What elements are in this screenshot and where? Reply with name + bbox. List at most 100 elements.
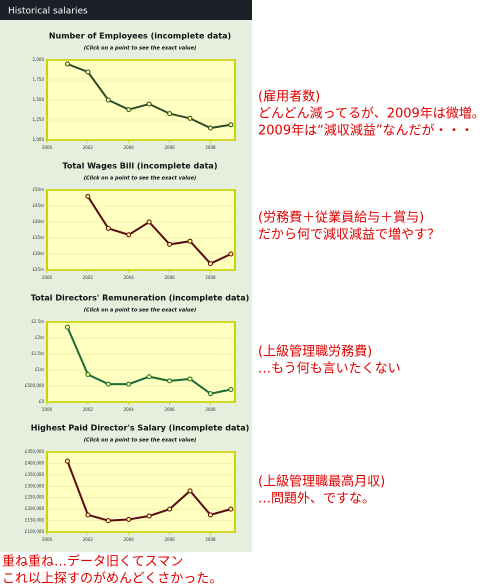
y-tick-label: £2m xyxy=(35,335,44,340)
header-bar xyxy=(0,0,252,20)
footer-note: 重ね重ね…データ旧くてスマン xyxy=(2,554,183,570)
annotation: …問題外、ですな。 xyxy=(258,492,375,507)
y-tick-label: 2,000 xyxy=(33,57,45,62)
annotation: 2009年は“減収減益”なんだが・・・ xyxy=(258,123,474,139)
chart-title: Number of Employees (incomplete data) xyxy=(49,32,231,41)
y-tick-label: £2.5m xyxy=(31,319,44,324)
y-tick-label: 1,500 xyxy=(33,97,45,102)
chart-subtitle: (Click on a point to see the exact value… xyxy=(84,438,197,444)
x-tick-label: 2002 xyxy=(83,407,94,412)
plot-area xyxy=(46,451,236,533)
point xyxy=(105,225,111,231)
point xyxy=(207,261,213,267)
annotation: どんどん減ってるが、2009年は微増。 xyxy=(258,106,485,122)
point xyxy=(146,219,152,225)
x-tick-label: 2000 xyxy=(42,275,53,280)
x-tick-label: 2000 xyxy=(42,145,53,150)
point xyxy=(64,458,70,464)
x-tick-label: 2008 xyxy=(205,407,216,412)
y-tick-label: £30m xyxy=(32,251,44,256)
line xyxy=(87,195,232,265)
point xyxy=(228,122,234,128)
y-tick-label: £250,000 xyxy=(25,495,45,500)
y-tick-label: £40m xyxy=(32,219,44,224)
point xyxy=(167,241,173,247)
point xyxy=(146,374,152,380)
x-tick-label: 2000 xyxy=(42,537,53,542)
y-tick-label: £45m xyxy=(32,203,44,208)
y-tick-label: 1,000 xyxy=(33,137,45,142)
point xyxy=(207,391,213,397)
y-tick-label: £50m xyxy=(32,187,44,192)
point xyxy=(105,518,111,524)
point xyxy=(105,97,111,103)
y-tick-label: 1,750 xyxy=(33,77,45,82)
y-tick-label: £500,000 xyxy=(25,383,45,388)
point xyxy=(207,512,213,518)
point xyxy=(167,378,173,384)
y-tick-label: 1,250 xyxy=(33,117,45,122)
footer-note: これ以上探すのがめんどくさかった。 xyxy=(2,572,222,587)
annotation: (雇用者数) xyxy=(258,89,320,105)
point xyxy=(126,232,132,238)
point xyxy=(167,111,173,117)
point xyxy=(228,387,234,393)
point xyxy=(187,376,193,382)
annotation: だから何で減収減益で増やす？ xyxy=(258,227,440,243)
point xyxy=(146,101,152,107)
point xyxy=(64,324,70,330)
annotation: (上級管理職労務費) xyxy=(258,345,372,360)
y-tick-label: £100,000 xyxy=(25,529,45,534)
x-tick-label: 2002 xyxy=(83,275,94,280)
x-tick-label: 2002 xyxy=(83,145,94,150)
chart-subtitle: (Click on a point to see the exact value… xyxy=(84,46,197,52)
point xyxy=(126,516,132,522)
x-tick-label: 2006 xyxy=(165,275,176,280)
chart-subtitle: (Click on a point to see the exact value… xyxy=(84,176,197,182)
point xyxy=(146,513,152,519)
x-tick-label: 2008 xyxy=(205,275,216,280)
point xyxy=(187,238,193,244)
point xyxy=(207,125,213,131)
y-tick-label: £200,000 xyxy=(25,506,45,511)
point xyxy=(85,193,91,199)
point xyxy=(105,381,111,387)
annotation: …もう何も言いたくない xyxy=(258,361,401,377)
y-tick-label: £400,000 xyxy=(25,460,45,465)
x-tick-label: 2004 xyxy=(124,407,135,412)
chart-title: Total Wages Bill (incomplete data) xyxy=(63,162,218,171)
y-tick-label: £1.5m xyxy=(31,351,44,356)
point xyxy=(64,61,70,67)
point xyxy=(187,115,193,121)
point xyxy=(126,107,132,113)
x-tick-label: 2008 xyxy=(205,537,216,542)
point xyxy=(228,251,234,257)
x-tick-label: 2006 xyxy=(165,537,176,542)
x-tick-label: 2008 xyxy=(205,145,216,150)
point xyxy=(85,69,91,75)
chart-title: Total Directors' Remuneration (incomplet… xyxy=(31,294,250,303)
x-tick-label: 2000 xyxy=(42,407,53,412)
x-tick-label: 2004 xyxy=(124,537,135,542)
header-title: Historical salaries xyxy=(8,7,88,17)
y-tick-label: £1m xyxy=(35,367,44,372)
chart-subtitle: (Click on a point to see the exact value… xyxy=(84,308,197,314)
y-tick-label: £150,000 xyxy=(25,518,45,523)
x-tick-label: 2004 xyxy=(124,275,135,280)
annotation: (労務費＋従業員給与＋賞与) xyxy=(258,210,424,226)
x-tick-label: 2002 xyxy=(83,537,94,542)
point xyxy=(187,488,193,494)
y-tick-label: £350,000 xyxy=(25,472,45,477)
y-tick-label: £35m xyxy=(32,235,44,240)
annotation: (上級管理職最高月収) xyxy=(258,474,385,490)
y-tick-label: £450,000 xyxy=(25,449,45,454)
y-tick-label: £300,000 xyxy=(25,483,45,488)
x-tick-label: 2004 xyxy=(124,145,135,150)
point xyxy=(85,512,91,518)
y-tick-label: £25m xyxy=(32,267,44,272)
point xyxy=(126,381,132,387)
y-tick-label: £0 xyxy=(39,399,45,404)
chart-title: Highest Paid Director's Salary (incomple… xyxy=(31,424,250,433)
point xyxy=(85,371,91,377)
